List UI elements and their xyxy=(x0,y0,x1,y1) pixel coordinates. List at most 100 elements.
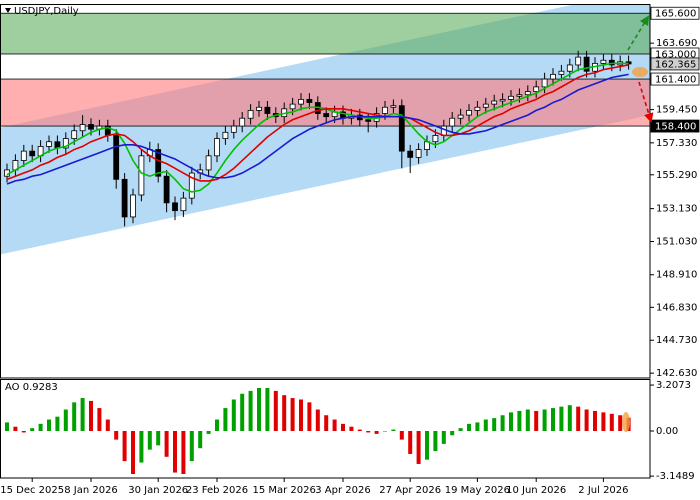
ao-bar xyxy=(567,405,572,432)
x-tick-label: 3 Apr 2026 xyxy=(315,485,370,496)
ao-bar xyxy=(13,426,18,432)
candle-body xyxy=(62,138,69,149)
y-tick-label: 163.690 xyxy=(656,38,697,49)
ao-bar xyxy=(257,388,261,432)
candle-body xyxy=(508,95,514,100)
ao-bar xyxy=(467,423,471,432)
candle-body xyxy=(533,86,540,92)
y-tick-label: 159.450 xyxy=(656,105,697,116)
zone xyxy=(0,78,650,127)
ao-title: AO 0.9283 xyxy=(5,382,58,393)
ao-bar xyxy=(500,415,505,432)
candle-body xyxy=(222,131,229,139)
candle-body xyxy=(239,117,246,127)
ao-bar xyxy=(509,412,513,432)
ao-bar xyxy=(542,409,547,432)
ao-bar xyxy=(593,410,597,432)
trend-channel xyxy=(0,4,650,255)
ao-tick-label: -3.1489 xyxy=(656,471,695,482)
ao-bar xyxy=(5,422,9,432)
candle-body xyxy=(482,103,489,108)
ao-bar xyxy=(290,398,295,432)
y-tick-label: 155.290 xyxy=(656,170,697,181)
zone xyxy=(0,12,650,55)
ao-bar xyxy=(114,431,119,440)
candle-body xyxy=(113,135,120,180)
current-price-label: 162.365 xyxy=(655,59,696,70)
ao-bar xyxy=(248,390,253,432)
y-tick-label: 148.910 xyxy=(656,270,697,281)
ao-bar xyxy=(433,431,438,452)
axes: 163.690 159.450 157.330 155.290 153.130 151.0… xyxy=(0,6,700,496)
ao-bar xyxy=(408,431,413,454)
ao-bar xyxy=(341,423,345,432)
ao-bar xyxy=(416,431,421,464)
candle-body xyxy=(163,175,170,204)
candle-body xyxy=(289,103,296,110)
candle-body xyxy=(306,99,313,103)
ao-bar xyxy=(30,428,35,432)
price-level-box xyxy=(650,72,700,86)
ao-bar xyxy=(173,431,177,473)
ao-bar xyxy=(399,431,404,440)
y-tick-label: 146.830 xyxy=(656,302,697,313)
ao-bar xyxy=(156,431,161,446)
ao-bar xyxy=(122,431,127,462)
x-tick-label: 8 Jan 2026 xyxy=(64,485,118,496)
candle-body xyxy=(365,119,372,122)
candle-body xyxy=(491,100,498,105)
ao-bar xyxy=(366,431,371,433)
moving-average xyxy=(6,64,629,182)
ao-bar xyxy=(324,415,329,432)
ao-bar xyxy=(55,416,60,432)
ao-plot xyxy=(5,388,631,474)
ao-bar xyxy=(63,409,68,432)
ao-bar xyxy=(492,418,497,432)
ao-bar xyxy=(601,412,606,432)
candle-body xyxy=(323,113,330,118)
candle-body xyxy=(566,64,573,72)
ao-bar xyxy=(299,399,303,432)
ao-bar xyxy=(517,410,522,432)
ao-bar xyxy=(206,431,211,434)
ao-bar xyxy=(181,431,186,474)
candle-body xyxy=(264,106,271,114)
ao-bar xyxy=(383,431,387,432)
ao-bar xyxy=(559,406,564,432)
ao-bar xyxy=(315,409,320,432)
ao-bar xyxy=(282,395,287,432)
ao-bar xyxy=(105,419,110,432)
price-frame xyxy=(0,4,651,379)
ao-bar xyxy=(97,408,102,432)
candle-body xyxy=(541,78,548,88)
candle-body xyxy=(230,125,237,133)
candle-body xyxy=(382,106,388,114)
y-tick-label: 157.330 xyxy=(656,138,697,149)
ao-bar xyxy=(89,400,93,432)
ao-bar xyxy=(425,431,429,460)
ao-bar xyxy=(525,409,530,432)
ao-bar xyxy=(231,399,236,432)
candle-body xyxy=(138,155,145,196)
price-level-label: 161.400 xyxy=(655,75,696,86)
candle-body xyxy=(398,105,405,152)
x-tick-label: 27 Apr 2026 xyxy=(379,485,441,496)
ao-bar xyxy=(38,423,43,432)
candle-body xyxy=(46,141,52,147)
candle-body xyxy=(558,70,565,75)
x-tick-label: 15 Dec 2025 xyxy=(0,485,64,496)
candle-body xyxy=(180,197,187,212)
ao-bar xyxy=(618,415,623,432)
candle-body xyxy=(130,194,136,218)
candle-body xyxy=(71,130,78,139)
candle-body xyxy=(407,150,414,158)
ao-bar xyxy=(189,431,194,462)
x-tick-label: 30 Jan 2026 xyxy=(128,485,188,496)
ao-bar xyxy=(164,431,169,457)
ao-bar xyxy=(475,422,480,432)
candle-body xyxy=(205,155,212,171)
candle-body xyxy=(449,117,456,127)
candle-body xyxy=(457,114,464,119)
candle-body xyxy=(29,150,36,157)
